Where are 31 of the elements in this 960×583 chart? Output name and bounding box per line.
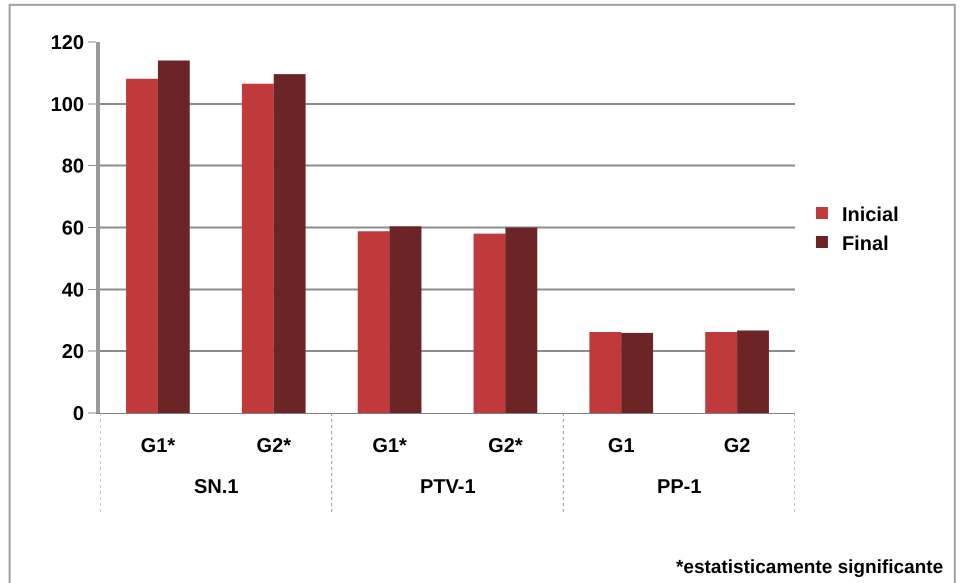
y-tick-label: 60 xyxy=(62,218,84,240)
y-tick-label: 20 xyxy=(62,341,84,364)
bar xyxy=(390,226,422,413)
x-tick-label: G2 xyxy=(724,435,750,457)
y-tick-label: 0 xyxy=(72,403,84,425)
y-tick-label: 80 xyxy=(62,156,84,178)
legend-label: Inicial xyxy=(842,204,899,226)
y-tick-label: 100 xyxy=(50,94,84,116)
y-tick-label: 120 xyxy=(50,32,84,54)
text: PTV-1 xyxy=(420,476,476,498)
bar xyxy=(505,228,538,413)
bar xyxy=(126,78,158,413)
x-tick-label: G1 xyxy=(608,435,635,457)
bar xyxy=(589,332,622,413)
text: PP-1 xyxy=(657,476,702,498)
bar xyxy=(474,234,506,413)
text: *estatisticamente significante xyxy=(676,557,944,578)
bar xyxy=(358,231,390,413)
bar xyxy=(737,330,769,413)
bar xyxy=(242,84,274,413)
x-tick-label: G1* xyxy=(140,435,176,457)
bar xyxy=(621,332,654,413)
bar xyxy=(705,332,738,413)
y-tick-label: 40 xyxy=(62,279,84,302)
legend-label: Final xyxy=(842,232,889,255)
bar xyxy=(158,60,190,413)
bar xyxy=(274,74,306,413)
x-tick-label: G2* xyxy=(488,435,523,457)
x-tick-label: G2* xyxy=(256,435,292,457)
text: SN.1 xyxy=(194,476,238,498)
x-tick-label: G1* xyxy=(372,435,408,457)
